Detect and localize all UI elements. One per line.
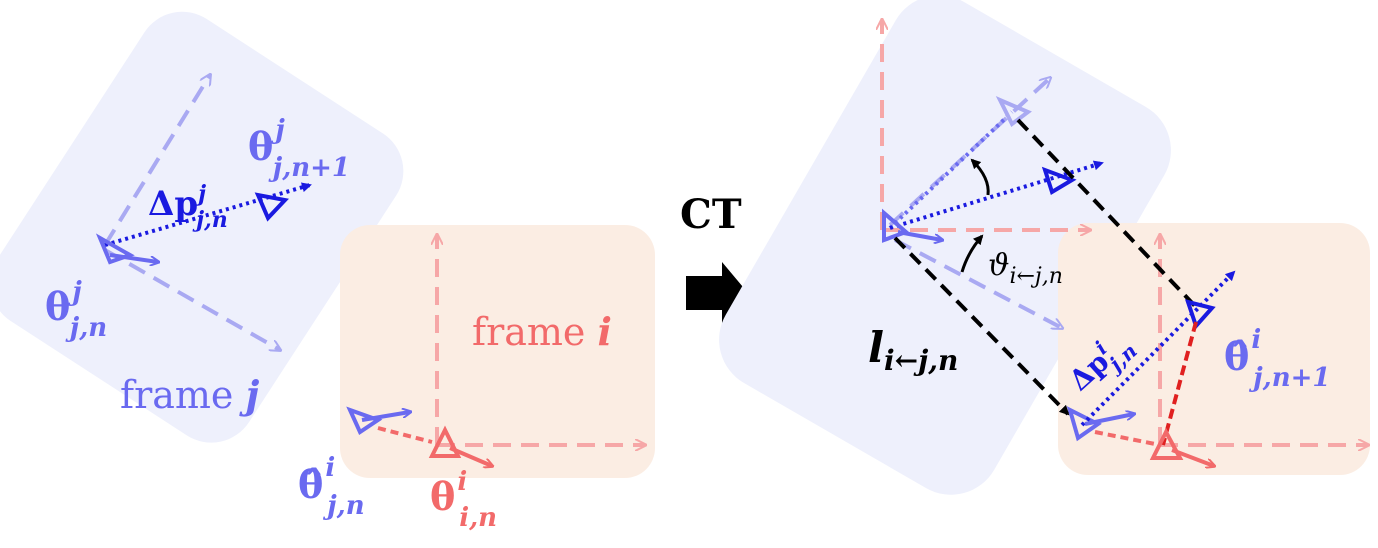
angle-label: ϑi←j,n (988, 248, 1063, 289)
original-dotted-line (888, 110, 1014, 230)
right-frame-j-axis-up (888, 78, 1050, 227)
faded-pose-icon (995, 96, 1032, 128)
ct-label: CT (680, 191, 742, 238)
frame-i-box (340, 225, 655, 478)
left-theta-i-n-label: θi i,n (430, 467, 497, 533)
right-theta-hat-j-n1-label: θ̂i j,n+1 (1224, 325, 1331, 393)
right-origin-pose-icon (882, 208, 910, 243)
left-delta-p-label: Δpj j,n (148, 181, 228, 233)
right-delta-p-line (1080, 270, 1236, 427)
l-label: li←j,n (868, 323, 958, 377)
pose-theta-i-n-icon (428, 425, 462, 458)
pose-theta-i-n-heading (449, 446, 492, 466)
frame-j-label: frame j (120, 372, 260, 417)
right-origin-pose-heading (897, 230, 942, 240)
right-frame-j-axis-down (894, 238, 1062, 328)
pose-theta-j-n1-icon (254, 192, 289, 222)
pose-theta-j-n-icon (95, 233, 135, 265)
left-panel: Δpj j,n θj j,n+1 θj j,n frame j frame i θ̂i… (0, 11, 655, 533)
transformed-pose-icon (1066, 406, 1102, 442)
pose-theta-j-n-heading (109, 253, 158, 262)
frame-j-axis-right (104, 248, 280, 350)
pose-theta-hat-j-n-heading (361, 412, 410, 422)
right-red-pose-heading (1171, 448, 1214, 466)
right-frame-j-box (719, 0, 1171, 495)
angle-arc-lower (960, 234, 984, 273)
right-panel: ϑi←j,n li←j,n Δpij,n θ̂i j,n+1 (719, 0, 1370, 495)
right-red-pose-icon (1149, 427, 1184, 460)
l-displacement-line (893, 236, 1070, 416)
left-theta-j-n-label: θj j,n (45, 277, 107, 343)
frame-j-box (0, 11, 404, 443)
left-theta-hat-j-n-label: θ̂i j,n (298, 453, 365, 521)
frame-i-label: frame i (472, 309, 612, 354)
predicted-pose-icon (1184, 299, 1216, 330)
right-red-connector (1094, 430, 1156, 446)
red-residual-line (1161, 321, 1198, 446)
left-red-connector (377, 426, 433, 444)
angle-arc-upper (970, 158, 990, 196)
rotated-pose-icon (1041, 166, 1077, 196)
transformed-pose-heading (1084, 414, 1134, 426)
pose-theta-hat-j-n-icon (346, 406, 383, 435)
delta-p-dotted-line (104, 182, 312, 247)
frame-j-axis-up (103, 75, 210, 247)
